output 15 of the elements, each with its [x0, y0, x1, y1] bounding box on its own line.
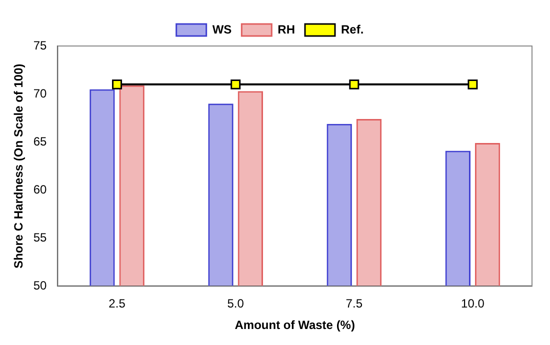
legend-label: WS: [212, 22, 232, 36]
x-axis-title: Amount of Waste (%): [234, 318, 355, 332]
x-tick-label: 5.0: [227, 296, 244, 311]
y-axis-title: Shore C Hardness (On Scale of 100): [12, 64, 26, 268]
y-tick-label: 50: [33, 278, 48, 293]
x-tick-label: 7.5: [346, 296, 363, 311]
y-tick-label: 75: [33, 38, 48, 52]
y-tick-label: 60: [33, 182, 48, 196]
y-tick-label: 55: [33, 230, 48, 244]
x-tick-label: 2.5: [108, 296, 126, 311]
legend-label: Ref.: [340, 22, 364, 36]
x-tick-label: 10.0: [461, 296, 485, 311]
y-tick-label: 70: [33, 86, 48, 100]
legend-label: RH: [278, 22, 296, 36]
y-tick-label: 65: [33, 134, 48, 148]
